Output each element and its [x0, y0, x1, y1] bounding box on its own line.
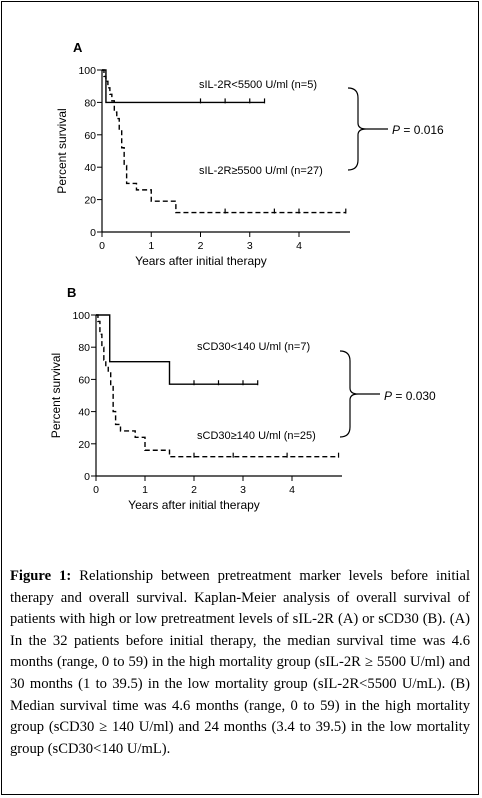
y-tick-label-b-80: 80: [78, 342, 90, 354]
figure-caption: Figure 1: Relationship between pretreatm…: [10, 566, 470, 760]
x-tick-label-b-4: 4: [289, 484, 295, 496]
y-tick-label-a-40: 40: [84, 162, 96, 174]
y-tick-label-b-40: 40: [78, 407, 90, 419]
curve-label-a-low: sIL-2R<5500 U/ml (n=5): [199, 79, 317, 91]
curve-label-b-high: sCD30≥140 U/ml (n=25): [197, 430, 316, 442]
y-tick-label-a-100: 100: [78, 65, 96, 77]
y-tick-label-b-100: 100: [72, 310, 90, 322]
curve-label-b-low: sCD30<140 U/ml (n=7): [197, 341, 310, 353]
survival-curve-b-high: [96, 314, 339, 458]
y-tick-label-a-80: 80: [84, 97, 96, 109]
km-plot-b: B 0 20 40 60 80 100 0 1 2 3 4 Years after initial th…: [49, 285, 436, 512]
x-tick-label-b-0: 0: [93, 484, 99, 496]
comparison-bracket-a: [347, 87, 367, 171]
x-axis-title-b: Years after initial therapy: [128, 498, 260, 512]
caption-label: Figure 1:: [10, 568, 72, 584]
comparison-bracket-b: [339, 350, 359, 438]
panel-letter-b: B: [67, 285, 76, 300]
y-axis-title-a: Percent survival: [55, 108, 69, 193]
survival-curve-a-high: [102, 69, 346, 214]
x-tick-label-a-2: 2: [198, 240, 204, 252]
p-value-a: P = 0.016: [392, 123, 444, 137]
p-value-number-a: = 0.016: [400, 123, 444, 137]
y-tick-label-a-60: 60: [84, 130, 96, 142]
survival-curve-b-low: [96, 314, 258, 385]
x-tick-label-b-3: 3: [240, 484, 246, 496]
y-axis-title-b: Percent survival: [49, 353, 63, 438]
y-tick-label-b-20: 20: [78, 439, 90, 451]
x-tick-label-a-3: 3: [247, 240, 253, 252]
km-plot-a: A 0 20 40 60 80 100 0 1 2 3 4 Years after initial th…: [55, 40, 444, 268]
x-axis-title-a: Years after initial therapy: [135, 254, 267, 268]
caption-text: Relationship between pretreatment marker…: [10, 568, 470, 757]
x-tick-label-b-1: 1: [142, 484, 148, 496]
x-tick-label-a-4: 4: [296, 240, 302, 252]
curve-label-a-high: sIL-2R≥5500 U/ml (n=27): [199, 165, 323, 177]
p-value-number-b: = 0.030: [392, 389, 436, 403]
p-value-symbol-b: P: [384, 389, 392, 403]
panel-letter-a: A: [73, 40, 83, 55]
x-tick-label-a-1: 1: [148, 240, 154, 252]
p-value-symbol-a: P: [392, 123, 400, 137]
y-tick-label-a-0: 0: [90, 227, 96, 239]
y-tick-label-a-20: 20: [84, 195, 96, 207]
p-value-b: P = 0.030: [384, 389, 436, 403]
x-tick-label-b-2: 2: [191, 484, 197, 496]
y-tick-label-b-60: 60: [78, 374, 90, 386]
x-tick-label-a-0: 0: [99, 240, 105, 252]
y-tick-label-b-0: 0: [84, 471, 90, 483]
